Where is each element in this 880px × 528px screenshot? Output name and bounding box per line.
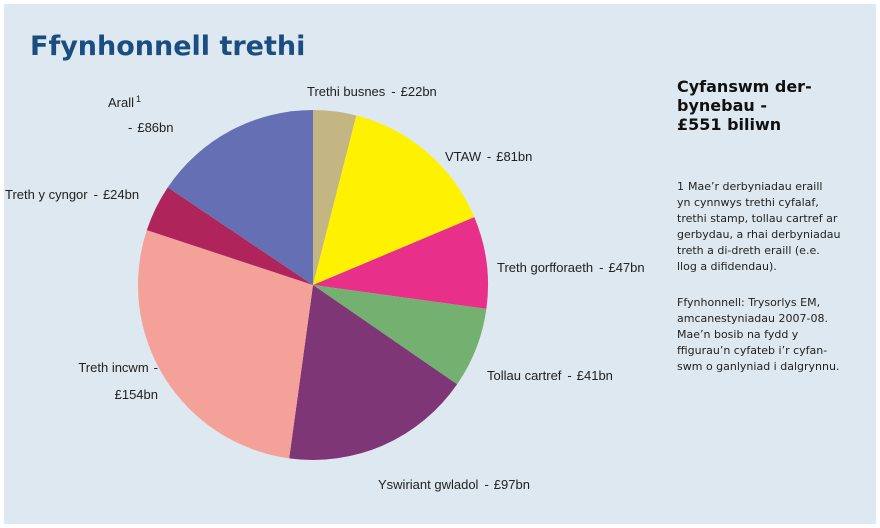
slice-label: Treth incwm - [78,360,158,375]
source-line: swm o ganlyniad i dalgrynnu. [677,360,839,373]
pie-slice [313,217,488,309]
pie-slice [313,115,475,285]
value-label: £41bn [577,368,613,383]
separator: - [128,120,132,135]
source-line: Mae’n bosib na fydd y [677,328,799,341]
category-name: VTAW [445,149,482,164]
pie-slice [313,110,357,285]
category-name: Trethi busnes [307,84,386,99]
footnote-line: Mae’r derbyniadau eraill [688,180,822,193]
footnote-line: llog a difidendau). [677,260,777,273]
separator: - [567,368,571,383]
pie-slice [137,230,313,459]
source-line: amcanestyniadau 2007-08. [677,312,828,325]
value-label: £81bn [496,149,532,164]
footnote-marker: 1 [677,180,684,193]
source-line: Ffynhonnell: Trysorlys EM, [677,296,820,309]
pie-slice [313,285,487,385]
pie-slice [146,187,313,285]
separator: - [154,360,158,375]
total-heading: £551 biliwn [677,115,781,134]
separator: - [94,187,98,202]
footnote-line: gerbydau, a rhai derbyniadau [677,228,841,241]
slice-label: Arall 1 [108,94,141,110]
total-heading: bynebau - [677,96,767,115]
slice-label: - £86bn [128,120,174,135]
slice-label: Tollau cartref - £41bn [487,368,613,383]
category-name: Treth incwm [78,360,148,375]
slice-label: VTAW - £81bn [445,149,532,164]
footnote-line: treth a di-dreth eraill (e.e. [677,244,820,257]
footnote-line: trethi stamp, tollau cartref ar [677,212,838,225]
separator: - [484,477,488,492]
pie-slice [167,109,313,285]
category-name: Arall [108,95,134,110]
footnote-line: yn cynnwys trethi cyfalaf, [677,196,819,209]
category-name: Treth y cyngor [5,187,88,202]
value-label: £97bn [494,477,530,492]
value-label: £22bn [401,84,437,99]
value-label: £47bn [608,260,644,275]
source-line: ffigurau’n cyfateb i’r cyfan- [677,344,827,357]
category-name: Treth gorfforaeth [497,260,593,275]
category-name: Tollau cartref [487,368,562,383]
slice-label: Yswiriant gwladol - £97bn [378,477,530,492]
chart-title: Ffynhonnell trethi [30,31,305,62]
category-name: Yswiriant gwladol [378,477,479,492]
value-label: £86bn [137,120,173,135]
value-label: £154bn [115,387,158,402]
pie [137,109,488,460]
slice-label: Treth y cyngor - £24bn [5,187,139,202]
slice-label: Treth gorfforaeth - £47bn [497,260,645,275]
separator: - [599,260,603,275]
footnote-marker: 1 [136,94,141,104]
value-label: £24bn [103,187,139,202]
pie-slice [289,285,458,460]
side-panel: Cyfanswm der-bynebau -£551 biliwn 1 Mae’r … [677,77,841,373]
separator: - [487,149,491,164]
slice-label: Trethi busnes - £22bn [307,84,437,99]
separator: - [391,84,395,99]
total-heading: Cyfanswm der- [677,77,812,96]
